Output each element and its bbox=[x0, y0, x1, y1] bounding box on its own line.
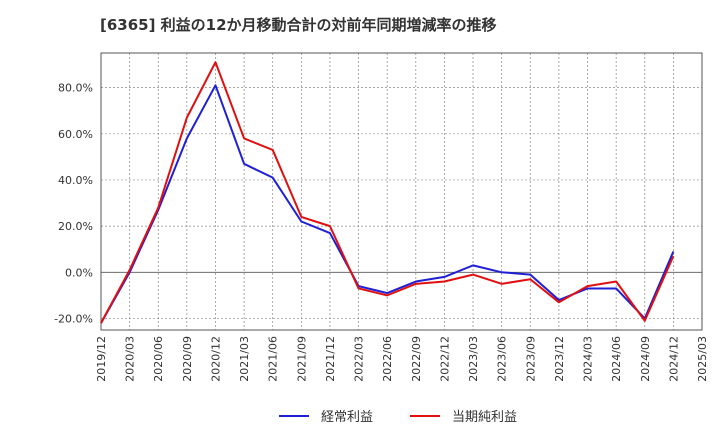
x-tick-label: 2019/12 bbox=[95, 336, 108, 382]
x-tick-label: 2020/09 bbox=[181, 336, 194, 382]
x-tick-label: 2023/03 bbox=[467, 336, 480, 382]
x-tick-label: 2022/03 bbox=[353, 336, 366, 382]
x-tick-label: 2020/12 bbox=[209, 336, 222, 382]
y-tick-label: 60.0% bbox=[58, 128, 93, 141]
y-tick-label: 20.0% bbox=[58, 220, 93, 233]
plot-area-frame bbox=[100, 52, 703, 331]
x-axis-ticks: 2019/12 2020/03 2020/06 2020/09 2020/12 2021/… bbox=[95, 336, 709, 382]
series-line bbox=[100, 61, 675, 324]
y-tick-label: 80.0% bbox=[58, 82, 93, 95]
series-lines bbox=[100, 61, 675, 324]
x-tick-label: 2021/06 bbox=[267, 336, 280, 382]
x-tick-label: 2021/12 bbox=[324, 336, 337, 382]
x-tick-label: 2020/06 bbox=[152, 336, 165, 382]
legend-label: 当期純利益 bbox=[452, 410, 517, 425]
x-tick-label: 2022/12 bbox=[438, 336, 451, 382]
x-tick-label: 2021/09 bbox=[295, 336, 308, 382]
y-axis-ticks: -20.0% 0.0% 20.0% 40.0% 60.0% 80.0% bbox=[54, 82, 93, 326]
x-tick-label: 2024/06 bbox=[610, 336, 623, 382]
y-tick-label: 40.0% bbox=[58, 174, 93, 187]
y-tick-label: 0.0% bbox=[65, 266, 93, 279]
x-tick-label: 2020/03 bbox=[124, 336, 137, 382]
x-tick-label: 2025/03 bbox=[696, 336, 709, 382]
chart-title: [6365] 利益の12か月移動合計の対前年同期増減率の推移 bbox=[100, 16, 497, 34]
legend: 経常利益 当期純利益 bbox=[279, 410, 517, 425]
x-tick-label: 2022/06 bbox=[381, 336, 394, 382]
grid-lines bbox=[101, 53, 702, 330]
x-tick-label: 2023/09 bbox=[524, 336, 537, 382]
x-tick-label: 2024/09 bbox=[639, 336, 652, 382]
legend-label: 経常利益 bbox=[321, 410, 373, 425]
x-tick-label: 2021/03 bbox=[238, 336, 251, 382]
series-line bbox=[100, 84, 675, 324]
x-tick-label: 2022/09 bbox=[410, 336, 423, 382]
x-tick-label: 2023/06 bbox=[496, 336, 509, 382]
y-tick-label: -20.0% bbox=[54, 312, 93, 325]
x-tick-label: 2024/03 bbox=[582, 336, 595, 382]
x-tick-label: 2023/12 bbox=[553, 336, 566, 382]
x-tick-label: 2024/12 bbox=[667, 336, 680, 382]
